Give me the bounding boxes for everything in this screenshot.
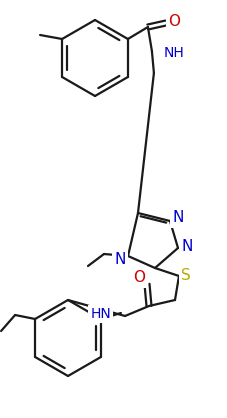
Text: N: N xyxy=(114,252,125,267)
Text: HN: HN xyxy=(90,307,111,321)
Text: N: N xyxy=(172,211,183,225)
Text: S: S xyxy=(180,268,190,283)
Text: NH: NH xyxy=(163,46,184,60)
Text: O: O xyxy=(132,270,144,285)
Text: N: N xyxy=(180,240,192,255)
Text: O: O xyxy=(167,15,179,30)
